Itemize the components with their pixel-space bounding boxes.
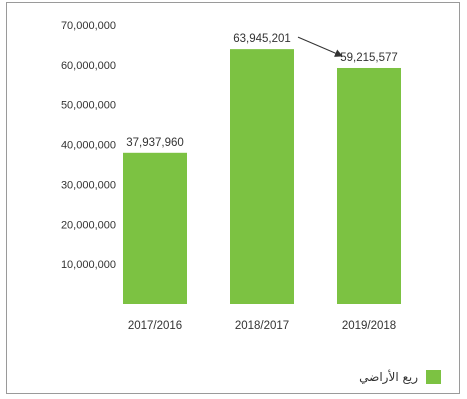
x-axis-labels: 2017/2016 2018/2017 2019/2018 bbox=[128, 320, 396, 332]
bar-value-label: 37,937,960 bbox=[126, 137, 184, 149]
legend: ريع الأراضي bbox=[359, 367, 441, 387]
y-tick-label: 10,000,000 bbox=[61, 259, 116, 271]
bar-2018-2017 bbox=[230, 49, 294, 305]
trend-arrow bbox=[297, 36, 343, 57]
y-tick-label: 50,000,000 bbox=[61, 100, 116, 112]
y-tick-label: 30,000,000 bbox=[61, 179, 116, 191]
bar-value-label: 63,945,201 bbox=[233, 33, 291, 45]
y-axis-ticks: 10,000,000 20,000,000 30,000,000 40,000,000… bbox=[61, 20, 116, 271]
y-tick-label: 20,000,000 bbox=[61, 219, 116, 231]
y-tick-label: 70,000,000 bbox=[61, 20, 116, 32]
x-category-label: 2018/2017 bbox=[235, 320, 289, 332]
bars bbox=[123, 49, 401, 305]
chart-frame: 10,000,000 20,000,000 30,000,000 40,000,000… bbox=[6, 2, 460, 394]
bar-value-label: 59,215,577 bbox=[340, 52, 398, 64]
y-tick-label: 40,000,000 bbox=[61, 140, 116, 152]
bar-chart: 10,000,000 20,000,000 30,000,000 40,000,000… bbox=[61, 20, 401, 332]
legend-label: ريع الأراضي bbox=[359, 370, 418, 384]
x-category-label: 2019/2018 bbox=[342, 320, 396, 332]
trend-annotation bbox=[297, 36, 343, 57]
legend-swatch bbox=[426, 370, 441, 384]
bar-2019-2018 bbox=[337, 67, 401, 304]
bar-2017-2016 bbox=[123, 152, 187, 304]
data-labels: 37,937,960 63,945,201 59,215,577 bbox=[126, 33, 398, 149]
y-tick-label: 60,000,000 bbox=[61, 60, 116, 72]
x-category-label: 2017/2016 bbox=[128, 320, 182, 332]
